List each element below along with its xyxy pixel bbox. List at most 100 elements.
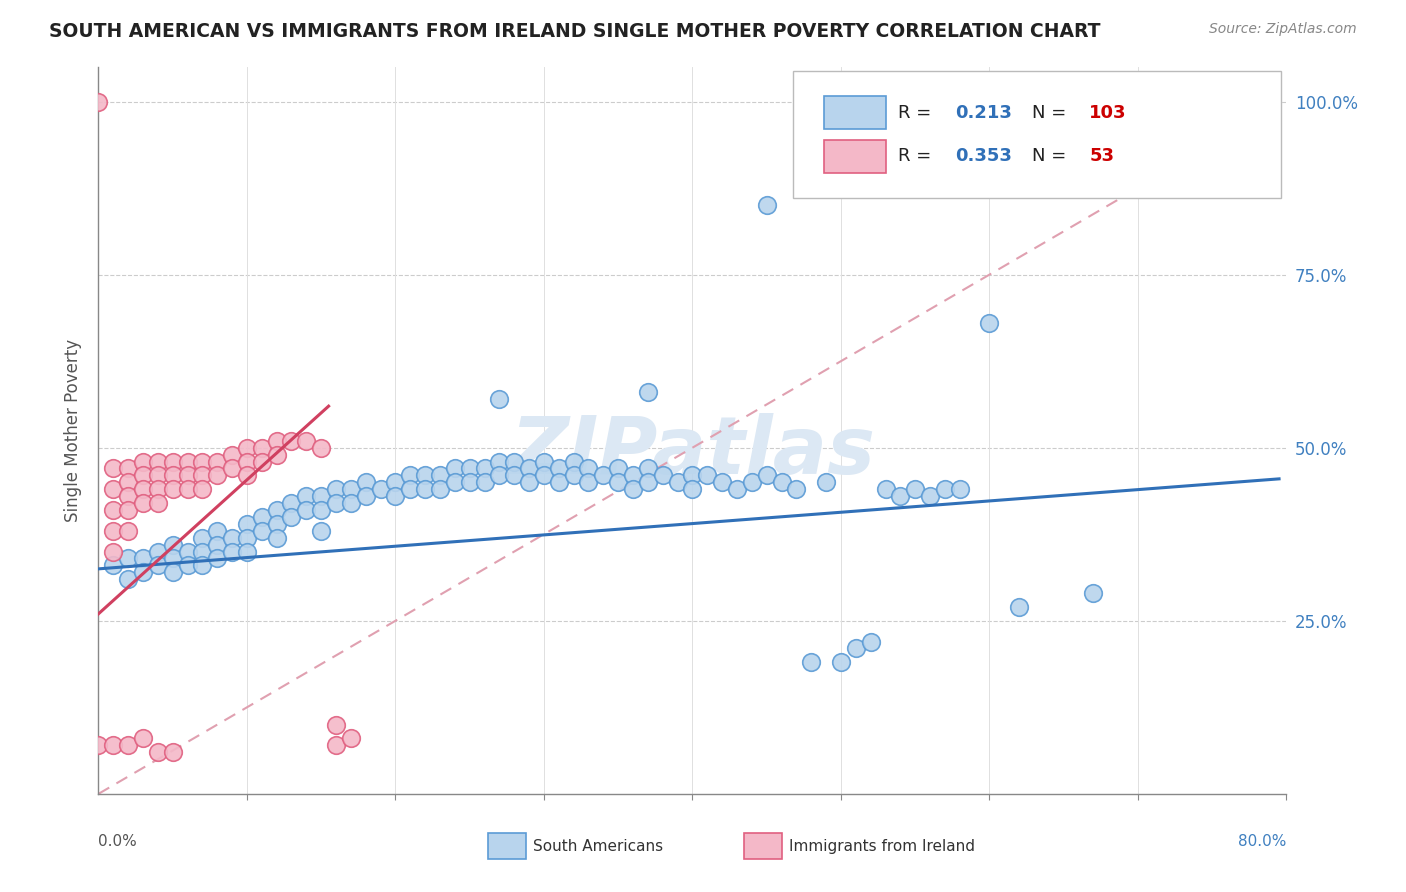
Point [741, 475, 763, 490]
Point [236, 441, 259, 455]
Point [146, 482, 169, 496]
Point [681, 468, 703, 483]
Point [205, 551, 228, 566]
Point [562, 454, 585, 468]
Point [146, 468, 169, 483]
Point [875, 482, 897, 496]
Point [399, 468, 422, 483]
Point [117, 572, 139, 586]
Point [1008, 599, 1031, 614]
Point [132, 482, 155, 496]
Point [176, 558, 198, 573]
Point [250, 454, 273, 468]
Point [117, 461, 139, 475]
Point [236, 468, 259, 483]
Point [637, 475, 659, 490]
Point [517, 461, 540, 475]
Point [309, 503, 332, 517]
Point [488, 454, 510, 468]
Point [429, 482, 451, 496]
Point [280, 496, 302, 510]
Text: Source: ZipAtlas.com: Source: ZipAtlas.com [1209, 22, 1357, 37]
Point [266, 531, 288, 545]
Point [205, 468, 228, 483]
Point [340, 482, 363, 496]
Point [176, 468, 198, 483]
Point [443, 461, 465, 475]
Point [162, 482, 184, 496]
Point [607, 461, 630, 475]
FancyBboxPatch shape [744, 833, 782, 859]
Text: 103: 103 [1090, 103, 1126, 121]
Text: South Americans: South Americans [533, 838, 664, 854]
Point [578, 475, 600, 490]
FancyBboxPatch shape [488, 833, 526, 859]
Point [103, 544, 125, 558]
Point [309, 524, 332, 538]
Point [266, 503, 288, 517]
Point [146, 496, 169, 510]
Point [162, 468, 184, 483]
Point [547, 461, 569, 475]
Point [103, 558, 125, 573]
Point [117, 524, 139, 538]
Point [280, 434, 302, 448]
Point [132, 468, 155, 483]
Point [205, 454, 228, 468]
Point [696, 468, 718, 483]
Point [250, 524, 273, 538]
Point [191, 531, 214, 545]
FancyBboxPatch shape [824, 96, 886, 129]
Point [146, 558, 169, 573]
Point [280, 510, 302, 524]
Point [845, 641, 868, 656]
Point [621, 468, 644, 483]
Point [103, 739, 125, 753]
Point [755, 198, 778, 212]
Point [979, 316, 1001, 330]
Point [176, 454, 198, 468]
Point [1083, 586, 1105, 600]
Point [176, 482, 198, 496]
Point [443, 475, 465, 490]
Point [488, 468, 510, 483]
Point [103, 482, 125, 496]
Point [637, 461, 659, 475]
Point [859, 634, 882, 648]
Point [132, 731, 155, 746]
Point [250, 441, 273, 455]
Point [162, 551, 184, 566]
Text: 80.0%: 80.0% [1239, 834, 1286, 849]
Point [592, 468, 614, 483]
Point [458, 475, 481, 490]
Point [236, 531, 259, 545]
Text: N =: N = [1032, 103, 1067, 121]
Point [949, 482, 972, 496]
Text: N =: N = [1032, 147, 1067, 165]
Point [117, 489, 139, 503]
Point [325, 482, 347, 496]
Point [132, 566, 155, 580]
FancyBboxPatch shape [793, 70, 1281, 198]
Point [146, 745, 169, 759]
Point [266, 516, 288, 531]
Point [651, 468, 673, 483]
Text: 0.213: 0.213 [955, 103, 1012, 121]
Point [87, 739, 110, 753]
Point [146, 454, 169, 468]
Point [87, 95, 110, 109]
Point [117, 503, 139, 517]
Point [354, 489, 377, 503]
Point [103, 503, 125, 517]
Point [117, 475, 139, 490]
Point [103, 461, 125, 475]
Point [562, 468, 585, 483]
Point [384, 489, 406, 503]
Point [785, 482, 807, 496]
Point [236, 516, 259, 531]
Point [637, 385, 659, 400]
Point [904, 482, 927, 496]
Text: Immigrants from Ireland: Immigrants from Ireland [789, 838, 974, 854]
Point [725, 482, 748, 496]
Point [474, 461, 496, 475]
